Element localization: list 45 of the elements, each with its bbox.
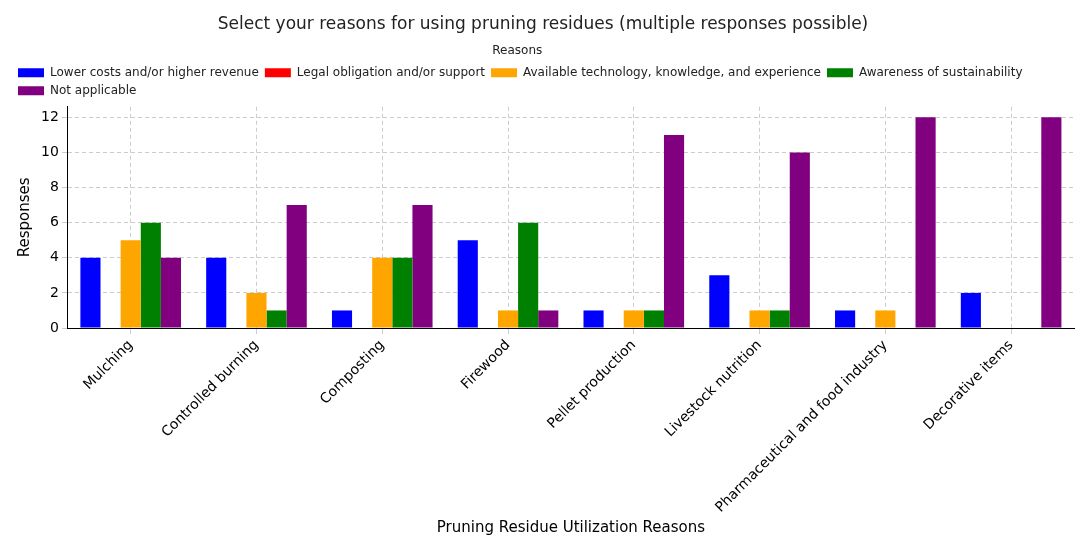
bar bbox=[497, 310, 519, 328]
bar bbox=[206, 257, 227, 328]
legend-title: Reasons bbox=[492, 42, 543, 57]
bar bbox=[789, 152, 810, 328]
legend-label: Available technology, knowledge, and experience bbox=[523, 64, 821, 79]
bar bbox=[538, 310, 559, 328]
bar bbox=[392, 257, 413, 328]
legend-label: Lower costs and/or higher revenue bbox=[50, 64, 259, 79]
legend-label: Not applicable bbox=[50, 82, 137, 97]
bar bbox=[412, 205, 433, 328]
bar bbox=[518, 222, 539, 328]
bar bbox=[160, 257, 182, 328]
bar bbox=[960, 292, 981, 328]
y-tick-label: 6 bbox=[49, 213, 59, 230]
bar bbox=[140, 222, 161, 328]
legend-label: Legal obligation and/or support bbox=[296, 64, 486, 79]
bar bbox=[769, 310, 790, 328]
legend-label: Awareness of sustainability bbox=[858, 64, 1023, 79]
y-tick-label: 10 bbox=[40, 143, 59, 160]
bar bbox=[709, 275, 730, 328]
bar bbox=[643, 310, 664, 328]
bar bbox=[749, 310, 770, 328]
bar bbox=[120, 240, 141, 328]
bar bbox=[286, 205, 307, 328]
bar bbox=[875, 310, 896, 328]
bar bbox=[246, 292, 267, 328]
chart-title: Select your reasons for using pruning residues (multiple responses possible) bbox=[217, 12, 869, 33]
y-tick-label: 2 bbox=[49, 283, 59, 300]
bar bbox=[915, 117, 936, 328]
y-tick-label: 8 bbox=[49, 178, 59, 195]
y-tick-label: 0 bbox=[49, 318, 59, 335]
bar bbox=[835, 310, 856, 328]
bar bbox=[663, 134, 685, 328]
bar bbox=[623, 310, 644, 328]
bar bbox=[80, 257, 101, 328]
bar bbox=[266, 310, 287, 328]
bar bbox=[457, 240, 478, 328]
bar bbox=[372, 257, 393, 328]
x-axis-title: Pruning Residue Utilization Reasons bbox=[436, 517, 706, 536]
y-tick-label: 12 bbox=[40, 107, 59, 124]
y-axis-title: Responses bbox=[14, 177, 33, 258]
y-tick-label: 4 bbox=[49, 248, 59, 265]
bar bbox=[583, 310, 604, 328]
bar bbox=[331, 310, 353, 328]
bar bbox=[1041, 117, 1062, 328]
